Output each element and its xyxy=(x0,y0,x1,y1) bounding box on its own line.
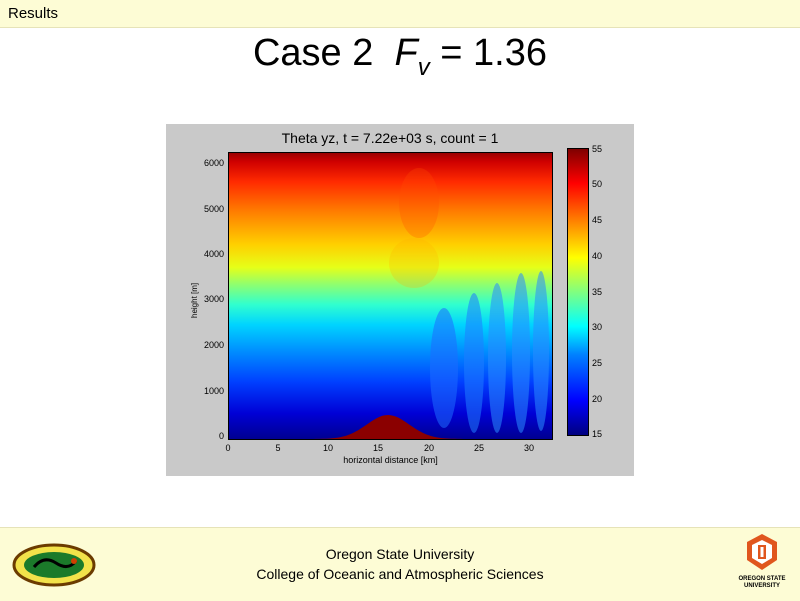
terrain-mountain xyxy=(229,415,552,439)
coas-logo xyxy=(12,543,96,592)
footer-college: College of Oceanic and Atmospheric Scien… xyxy=(256,566,544,582)
heatmap-svg xyxy=(229,168,552,439)
y-tick-label: 3000 xyxy=(203,294,224,304)
y-tick-label: 1000 xyxy=(203,386,224,396)
x-tick-label: 0 xyxy=(225,443,231,453)
x-tick-label: 25 xyxy=(473,443,484,453)
osu-logo-text-2: UNIVERSITY xyxy=(743,583,780,589)
x-tick-label: 30 xyxy=(523,443,534,453)
footer-band: Oregon State University College of Ocean… xyxy=(0,527,800,601)
colorbar-tick-label: 50 xyxy=(592,179,603,189)
colorbar-tick-label: 45 xyxy=(592,215,603,225)
heatmap-plot-area xyxy=(228,152,553,440)
y-tick-label: 5000 xyxy=(203,204,224,214)
x-tick-label: 15 xyxy=(372,443,383,453)
colorbar-tick-label: 55 xyxy=(592,144,603,154)
slide-title: Case 2 Fv = 1.36 xyxy=(0,30,800,81)
colorbar-tick-label: 25 xyxy=(592,358,603,368)
y-tick-label: 2000 xyxy=(203,340,224,350)
x-tick-label: 5 xyxy=(275,443,281,453)
figure-panel: Theta yz, t = 7.22e+03 s, count = 1 xyxy=(166,124,634,476)
section-label: Results xyxy=(8,5,59,22)
slide-title-prefix: Case 2 xyxy=(252,32,374,74)
y-axis-label: height [m] xyxy=(190,282,199,318)
header-band: Results xyxy=(0,0,800,28)
colorbar-tick-label: 30 xyxy=(592,322,603,332)
slide-title-subscript: v xyxy=(417,54,430,81)
wave-structures xyxy=(389,168,549,433)
plot-title: Theta yz, t = 7.22e+03 s, count = 1 xyxy=(281,130,499,146)
slide-title-symbol: F xyxy=(394,32,418,74)
x-tick-label: 10 xyxy=(322,443,333,453)
x-axis-label: horizontal distance [km] xyxy=(343,455,438,465)
footer-university: Oregon State University xyxy=(325,546,475,562)
y-tick-label: 4000 xyxy=(203,249,224,259)
y-tick-label: 0 xyxy=(218,431,224,441)
osu-logo: OREGON STATE UNIVERSITY xyxy=(730,533,794,590)
colorbar-tick-label: 15 xyxy=(592,429,603,439)
osu-logo-text-1: OREGON STATE xyxy=(738,576,786,582)
osu-shield-icon xyxy=(747,534,777,570)
x-tick-label: 20 xyxy=(423,443,434,453)
colorbar-tick-label: 40 xyxy=(592,251,603,261)
colorbar xyxy=(567,148,589,436)
colorbar-tick-label: 35 xyxy=(592,287,603,297)
y-tick-label: 6000 xyxy=(203,158,224,168)
colorbar-tick-label: 20 xyxy=(592,394,603,404)
slide-title-suffix: = 1.36 xyxy=(440,32,548,74)
